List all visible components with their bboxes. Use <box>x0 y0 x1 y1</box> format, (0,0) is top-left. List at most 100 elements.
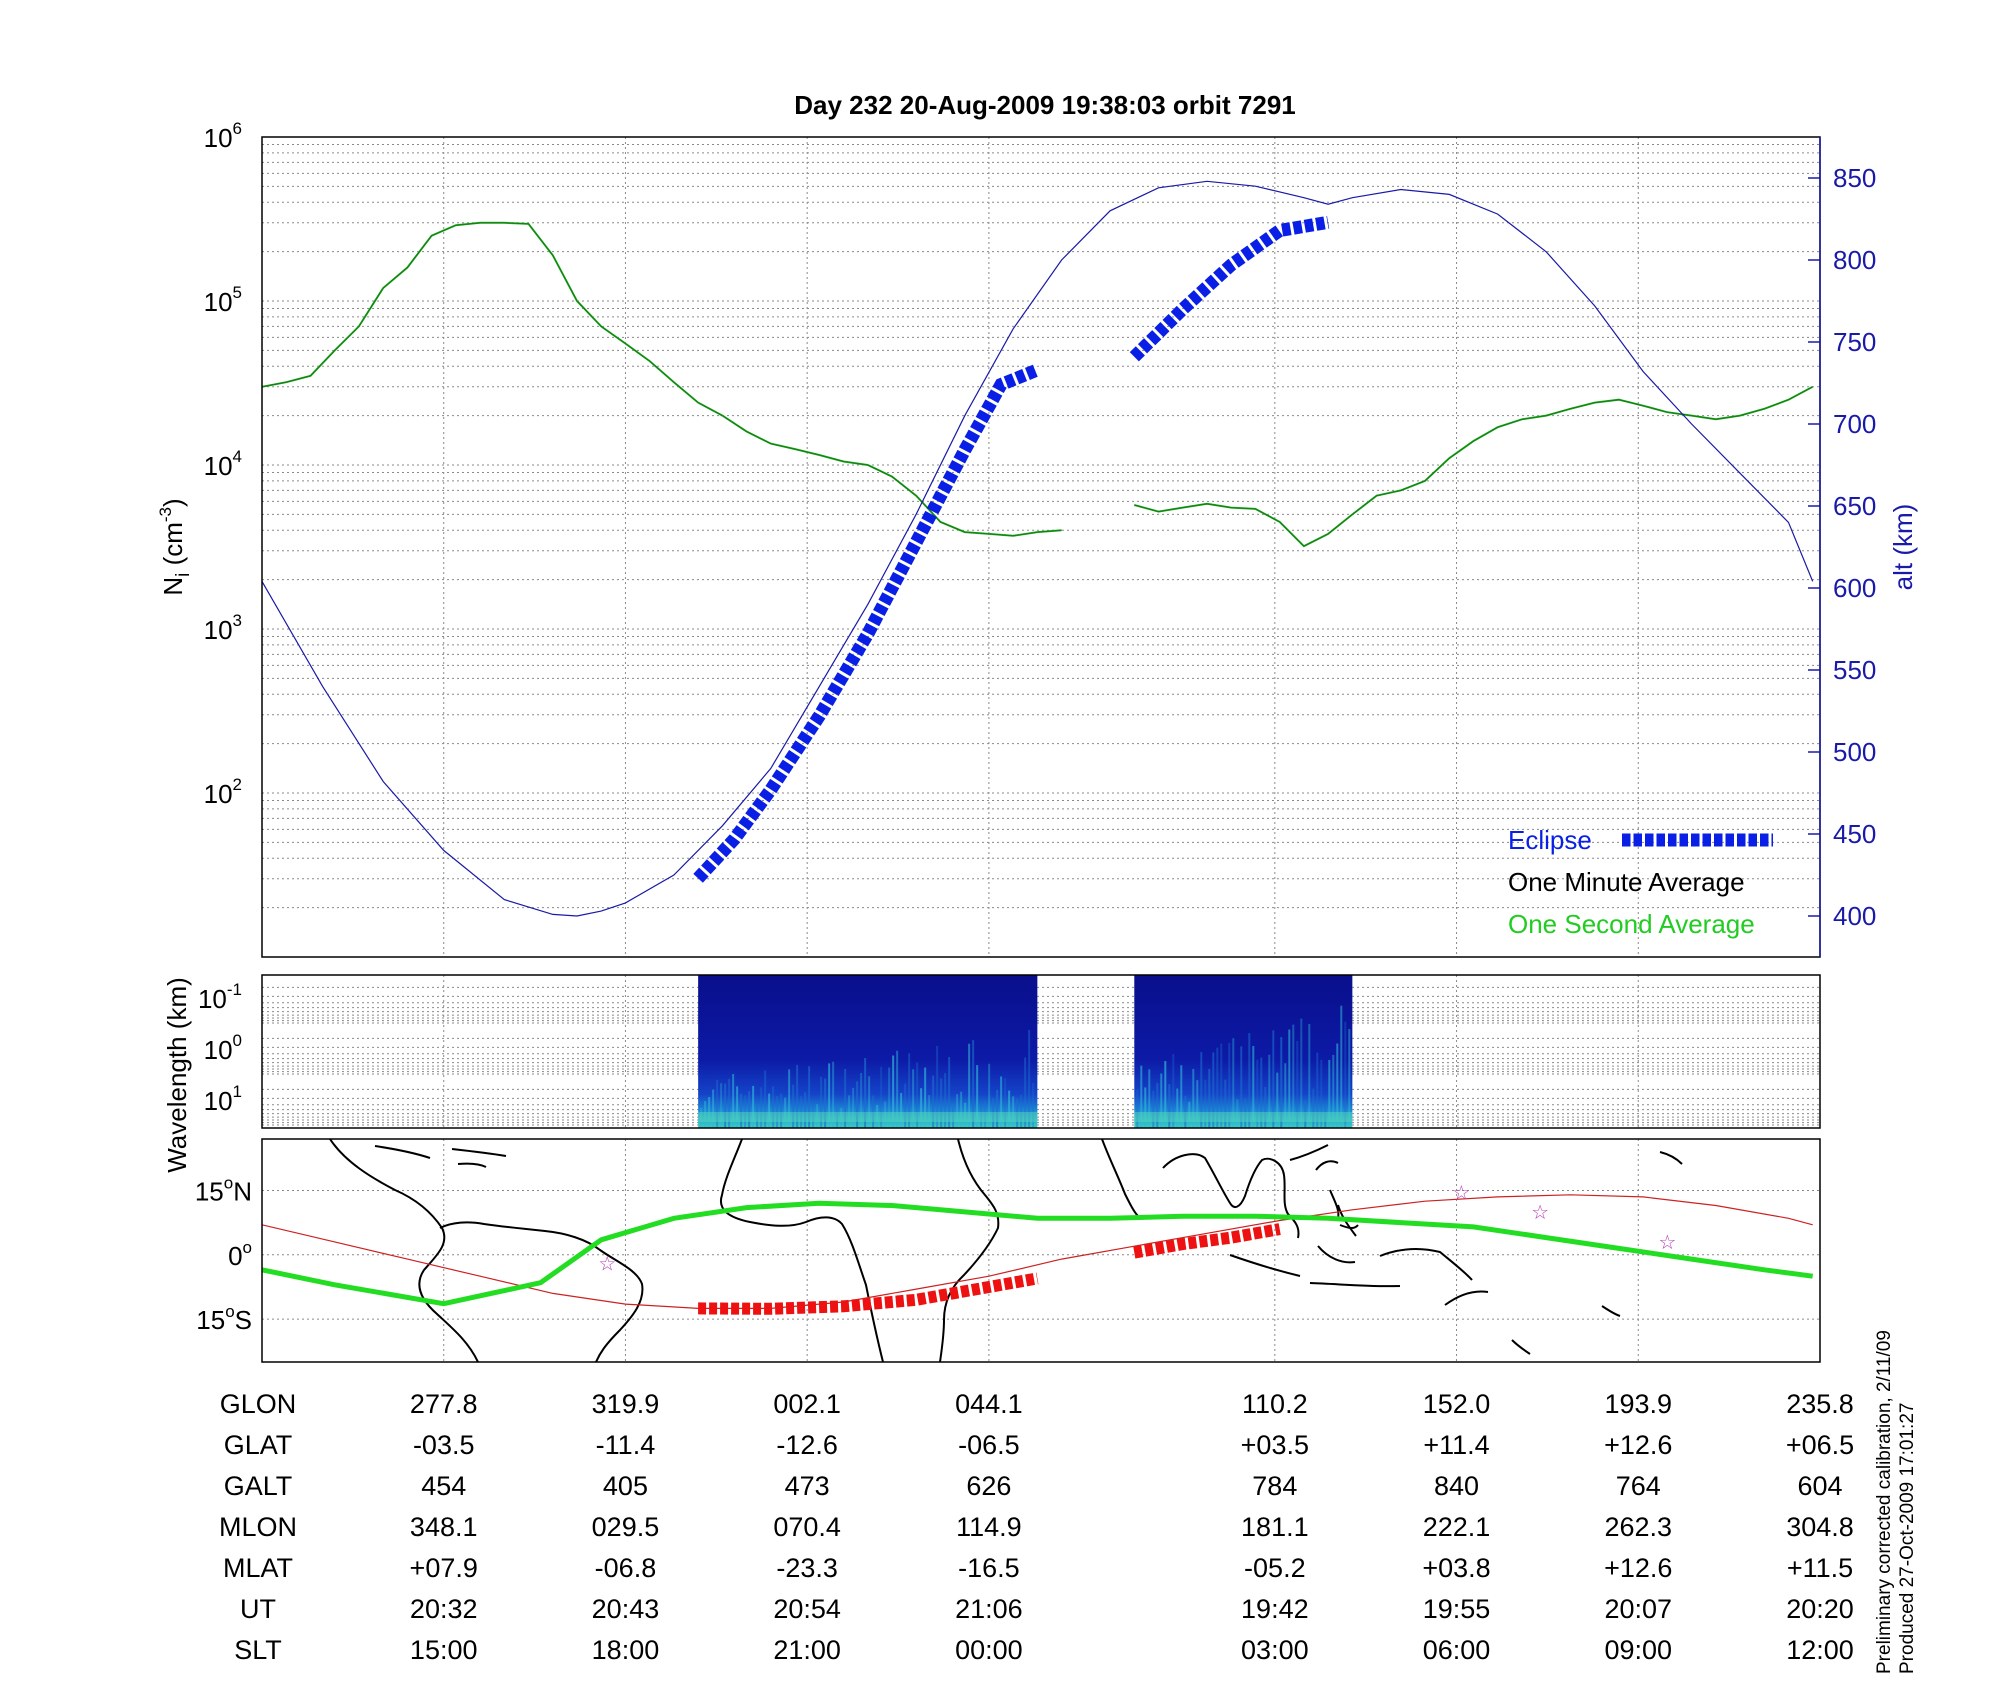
table-cell: 222.1 <box>1423 1512 1491 1542</box>
table-cell: -23.3 <box>776 1553 838 1583</box>
table-row-label: GALT <box>224 1471 293 1501</box>
spectrogram-column <box>1236 1099 1239 1128</box>
eclipse-track-segment <box>1133 1223 1281 1259</box>
spectrogram-column <box>1184 1095 1187 1128</box>
spectrogram-column <box>908 1053 911 1128</box>
table-cell: 06:00 <box>1423 1635 1491 1665</box>
spectrogram-column <box>828 1063 831 1128</box>
spectrogram-column <box>1016 1098 1019 1128</box>
altitude-y-tick-label: 750 <box>1833 327 1876 357</box>
spectrogram-column <box>1204 1079 1207 1128</box>
spectrogram-column <box>1212 1052 1215 1128</box>
eclipse-segment <box>1129 215 1330 362</box>
table-cell: -12.6 <box>776 1430 838 1460</box>
spectrogram-column <box>1008 1090 1011 1128</box>
spectrogram-column <box>764 1070 767 1128</box>
table-cell: +07.9 <box>410 1553 478 1583</box>
ground-track-series: ☆ ☆ ☆ ☆ <box>262 1181 1814 1315</box>
spectrogram-column <box>716 1079 719 1128</box>
table-cell: +12.6 <box>1604 1553 1672 1583</box>
table-cell: 304.8 <box>1786 1512 1854 1542</box>
spectrogram-column <box>924 1067 927 1128</box>
table-cell: +06.5 <box>1786 1430 1854 1460</box>
coastline-indonesia <box>1229 1204 1401 1288</box>
density-altitude-panel: 106 105 104 103 102 850 800 750 700 650 600 550 500… <box>156 119 1918 958</box>
spectrogram-column <box>752 1085 755 1128</box>
spectrogram-y-label: Wavelength (km) <box>162 977 192 1173</box>
table-cell: +12.6 <box>1604 1430 1672 1460</box>
spectrogram-column <box>892 1055 895 1128</box>
table-cell: 20:54 <box>773 1594 841 1624</box>
density-y-tick-label: 106 <box>204 119 242 153</box>
spectrogram-y-tick-label: 100 <box>204 1031 242 1065</box>
table-cell: 114.9 <box>956 1512 1022 1542</box>
ground-track-panel: ☆ ☆ ☆ ☆ 15oN 0o 15oS <box>195 1138 1821 1363</box>
table-cell: 15:00 <box>410 1635 478 1665</box>
table-cell: 152.0 <box>1423 1389 1491 1419</box>
spectrogram-column <box>896 1050 899 1128</box>
spectrogram-column <box>1180 1065 1183 1128</box>
spectrogram-column <box>956 1094 959 1128</box>
table-cell: -16.5 <box>958 1553 1020 1583</box>
spectrogram-column <box>1200 1052 1203 1128</box>
density-y-ticks: 106 105 104 103 102 <box>204 119 242 809</box>
coastline-south-asia <box>1162 1153 1300 1239</box>
coastline-new-guinea-australia <box>1379 1247 1531 1355</box>
density-y-label: Ni (cm-3) <box>156 498 194 595</box>
table-cell: 262.3 <box>1604 1512 1672 1542</box>
density-y-tick-label: 103 <box>204 611 242 645</box>
legend: Eclipse One Minute Average One Second Av… <box>1508 825 1773 939</box>
spectrogram-column <box>804 1092 807 1128</box>
spectrogram-column <box>928 1095 931 1128</box>
spectrogram-column <box>740 1093 743 1128</box>
spectrogram-column <box>1304 1100 1307 1128</box>
spectrogram-column <box>1160 1073 1163 1128</box>
table-cell: 20:32 <box>410 1594 478 1624</box>
table-cell: 029.5 <box>592 1512 660 1542</box>
spectrogram-column <box>1332 1054 1335 1128</box>
spectrogram-column <box>720 1083 723 1128</box>
table-cell: +11.5 <box>1787 1553 1853 1583</box>
spectrogram-column <box>1268 1054 1271 1128</box>
spectrogram-column <box>832 1061 835 1128</box>
spectrogram-column <box>1308 1023 1311 1128</box>
coastline-arabia <box>1101 1139 1139 1217</box>
spectrogram-column <box>952 1106 955 1128</box>
spectrogram-column <box>1348 1028 1351 1128</box>
table-cell: 764 <box>1616 1471 1661 1501</box>
spectrogram-column <box>1192 1068 1195 1128</box>
altitude-y-tick-label: 700 <box>1833 409 1876 439</box>
station-star-icon: ☆ <box>1658 1230 1676 1254</box>
spectrogram-column <box>1276 1072 1279 1128</box>
table-cell: 181.1 <box>1241 1512 1309 1542</box>
spectrogram-block <box>1134 975 1353 1128</box>
table-cell: 604 <box>1797 1471 1842 1501</box>
altitude-y-tick-label: 400 <box>1833 901 1876 931</box>
spectrogram-column <box>800 1096 803 1128</box>
spectrogram-column <box>964 1102 967 1128</box>
spectrogram-column <box>1208 1068 1211 1128</box>
spectrogram-column <box>1156 1082 1159 1128</box>
spectrogram-column <box>836 1107 839 1128</box>
station-star-icon: ☆ <box>1531 1200 1549 1224</box>
spectrogram-column <box>1024 1057 1027 1128</box>
table-row-label: GLAT <box>224 1430 293 1460</box>
spectrogram-column <box>784 1097 787 1128</box>
density-y-tick-label: 105 <box>204 283 242 317</box>
spectrogram-column <box>900 1092 903 1128</box>
spectrogram-column <box>1324 1103 1327 1128</box>
spectrogram-column <box>724 1083 727 1128</box>
coastline-caribbean <box>374 1145 507 1168</box>
spectrogram-column <box>1340 1005 1343 1128</box>
table-cell: -03.5 <box>413 1430 475 1460</box>
altitude-y-label: alt (km) <box>1888 504 1918 591</box>
legend-label-second-average: One Second Average <box>1508 909 1755 939</box>
spectrogram-block <box>698 975 1038 1128</box>
altitude-line <box>261 180 1814 917</box>
table-cell: 235.8 <box>1786 1389 1854 1419</box>
spectrogram-column <box>1000 1076 1003 1128</box>
spectrogram-column <box>992 1098 995 1128</box>
spectrogram-column <box>848 1095 851 1128</box>
table-cell: 277.8 <box>410 1389 478 1419</box>
